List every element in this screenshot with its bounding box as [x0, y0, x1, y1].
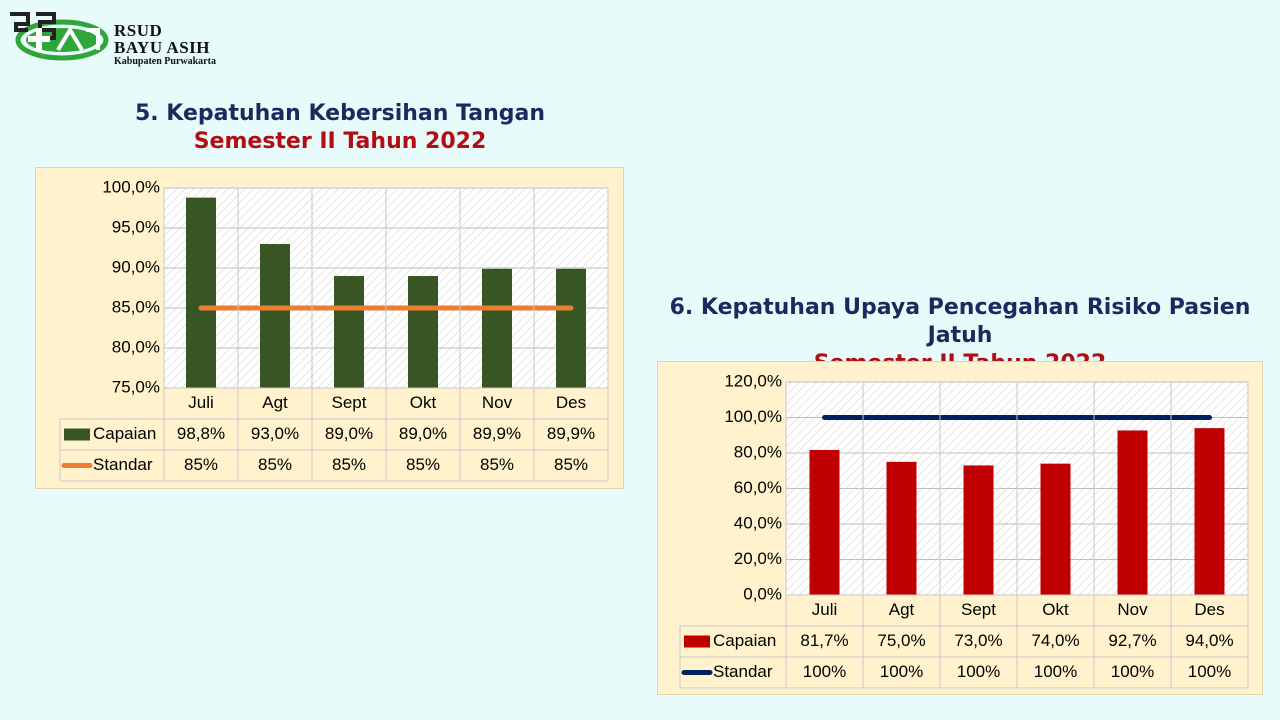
- chart2-data-label-standar: 100%: [1034, 662, 1077, 681]
- chart1-panel: 75,0% 80,0% 85,0% 90,0% 95,0% 100,0% Juli Agt Se…: [35, 167, 624, 489]
- chart2-data-label-standar: 100%: [957, 662, 1000, 681]
- chart1-subtitle: Semester II Tahun 2022: [193, 129, 487, 154]
- chart2-title: 6. Kepatuhan Upaya Pencegahan Risiko Pas…: [669, 295, 1251, 348]
- chart2-x-tick-label: Juli: [812, 600, 838, 619]
- chart1-data-label-standar: 85%: [554, 455, 588, 474]
- chart2-y-tick-label: 80,0%: [734, 442, 782, 461]
- chart1-bar-capaian: [260, 244, 290, 388]
- chart1-data-label-standar: 85%: [332, 455, 366, 474]
- chart2-data-label-capaian: 94,0%: [1185, 631, 1233, 650]
- chart1-title-block: 5. Kepatuhan Kebersihan Tangan Semester …: [80, 100, 600, 156]
- chart1-y-tick-label: 90,0%: [112, 257, 160, 276]
- chart1-data-label-capaian: 89,9%: [547, 424, 595, 443]
- chart1-x-tick-label: Des: [556, 393, 586, 412]
- chart2-data-label-capaian: 92,7%: [1108, 631, 1156, 650]
- logo-text: RSUD BAYU ASIH Kabupaten Purwakarta: [114, 22, 216, 67]
- chart1-y-tick-label: 75,0%: [112, 377, 160, 396]
- logo-line-3: Kabupaten Purwakarta: [114, 56, 216, 67]
- chart1-bar-capaian: [186, 197, 216, 388]
- chart2-bar-capaian: [1040, 463, 1071, 595]
- chart1-y-tick-label: 95,0%: [112, 217, 160, 236]
- chart1-x-tick-label: Agt: [262, 393, 288, 412]
- chart1-data-label-standar: 85%: [480, 455, 514, 474]
- chart2-x-tick-label: Nov: [1117, 600, 1148, 619]
- chart2-panel: 0,0% 20,0% 40,0% 60,0% 80,0% 100,0% 120,0% Juli…: [657, 361, 1263, 695]
- chart1-legend-label-capaian: Capaian: [93, 424, 156, 443]
- chart2-plot: 0,0% 20,0% 40,0% 60,0% 80,0% 100,0% 120,0% Juli…: [679, 371, 1249, 689]
- chart1-data-label-capaian: 93,0%: [251, 424, 299, 443]
- hospital-logo: RSUD BAYU ASIH Kabupaten Purwakarta: [6, 10, 236, 67]
- chart1-data-label-standar: 85%: [406, 455, 440, 474]
- chart2-data-label-capaian: 73,0%: [954, 631, 1002, 650]
- chart2-data-label-standar: 100%: [1188, 662, 1231, 681]
- chart2-data-label-standar: 100%: [880, 662, 923, 681]
- chart1-plot: 75,0% 80,0% 85,0% 90,0% 95,0% 100,0% Juli Agt Se…: [59, 177, 609, 482]
- chart1-legend-label-standar: Standar: [93, 455, 153, 474]
- chart2-title-block: 6. Kepatuhan Upaya Pencegahan Risiko Pas…: [650, 294, 1270, 378]
- chart2-y-tick-label: 20,0%: [734, 549, 782, 568]
- chart1-bar-capaian: [334, 276, 364, 388]
- chart2-bar-capaian: [963, 465, 994, 595]
- chart1-x-tick-label: Okt: [410, 393, 437, 412]
- chart2-x-tick-label: Sept: [961, 600, 996, 619]
- chart1-bar-capaian: [556, 268, 586, 388]
- chart2-legend-label-standar: Standar: [713, 662, 773, 681]
- chart2-data-label-capaian: 81,7%: [800, 631, 848, 650]
- logo-emblem-icon: [10, 12, 109, 61]
- chart2-x-tick-label: Agt: [889, 600, 915, 619]
- chart2-legend-swatch-capaian: [684, 635, 710, 648]
- chart2-y-tick-label: 60,0%: [734, 478, 782, 497]
- chart2-data-label-capaian: 75,0%: [877, 631, 925, 650]
- chart1-data-label-standar: 85%: [184, 455, 218, 474]
- chart1-data-label-capaian: 89,0%: [325, 424, 373, 443]
- chart1-x-tick-label: Juli: [188, 393, 214, 412]
- chart1-data-label-capaian: 98,8%: [177, 424, 225, 443]
- chart1-y-tick-label: 80,0%: [112, 337, 160, 356]
- chart2-bar-capaian: [1194, 428, 1225, 595]
- chart1-x-tick-label: Nov: [482, 393, 513, 412]
- logo-line-2: BAYU ASIH: [114, 38, 210, 57]
- chart1-bar-capaian: [482, 268, 512, 388]
- chart2-y-tick-label: 100,0%: [724, 407, 782, 426]
- chart2-y-tick-label: 120,0%: [724, 371, 782, 390]
- chart2-x-tick-label: Okt: [1042, 600, 1069, 619]
- chart2-y-tick-label: 40,0%: [734, 513, 782, 532]
- chart2-data-label-standar: 100%: [803, 662, 846, 681]
- chart1-y-tick-label: 85,0%: [112, 297, 160, 316]
- chart2-y-tick-label: 0,0%: [743, 584, 782, 603]
- chart2-x-tick-label: Des: [1194, 600, 1224, 619]
- chart2-bar-capaian: [886, 461, 917, 595]
- chart1-bar-capaian: [408, 276, 438, 388]
- chart1-legend-swatch-capaian: [64, 428, 90, 441]
- chart2-legend-label-capaian: Capaian: [713, 631, 776, 650]
- chart1-data-label-capaian: 89,9%: [473, 424, 521, 443]
- chart1-data-label-standar: 85%: [258, 455, 292, 474]
- chart1-y-tick-label: 100,0%: [102, 177, 160, 196]
- chart2-bar-capaian: [1117, 430, 1148, 595]
- chart2-data-label-standar: 100%: [1111, 662, 1154, 681]
- chart1-data-label-capaian: 89,0%: [399, 424, 447, 443]
- logo-line-1: RSUD: [114, 21, 163, 40]
- chart1-x-tick-label: Sept: [332, 393, 367, 412]
- chart2-bar-capaian: [809, 449, 840, 595]
- chart2-data-label-capaian: 74,0%: [1031, 631, 1079, 650]
- chart1-title: 5. Kepatuhan Kebersihan Tangan: [134, 101, 545, 126]
